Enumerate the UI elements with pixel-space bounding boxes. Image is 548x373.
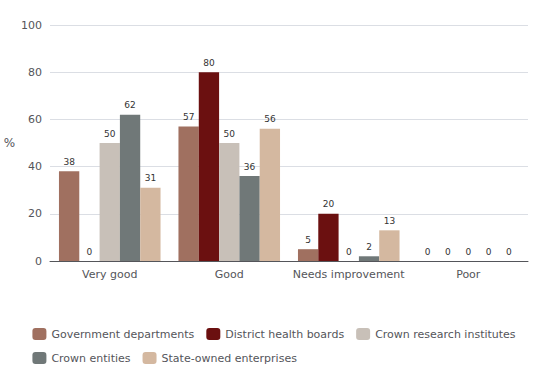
svg-text:Very good: Very good xyxy=(82,268,137,281)
svg-text:100: 100 xyxy=(21,19,42,32)
svg-text:0: 0 xyxy=(465,247,471,257)
svg-text:0: 0 xyxy=(35,255,42,268)
svg-text:13: 13 xyxy=(384,216,395,226)
svg-text:0: 0 xyxy=(445,247,451,257)
svg-text:State-owned enterprises: State-owned enterprises xyxy=(162,352,298,365)
svg-text:5: 5 xyxy=(305,235,311,245)
svg-text:50: 50 xyxy=(104,129,116,139)
svg-text:80: 80 xyxy=(28,66,42,79)
svg-text:80: 80 xyxy=(203,58,215,68)
svg-text:Good: Good xyxy=(215,268,244,281)
svg-text:Poor: Poor xyxy=(456,268,481,281)
svg-text:0: 0 xyxy=(486,247,492,257)
svg-text:%: % xyxy=(4,136,15,150)
svg-text:56: 56 xyxy=(264,114,276,124)
svg-text:0: 0 xyxy=(506,247,512,257)
svg-text:Government departments: Government departments xyxy=(51,328,194,341)
svg-text:38: 38 xyxy=(63,157,75,167)
svg-text:Crown entities: Crown entities xyxy=(51,352,130,365)
svg-text:2: 2 xyxy=(366,242,372,252)
svg-text:31: 31 xyxy=(145,173,156,183)
svg-text:20: 20 xyxy=(28,207,42,220)
svg-text:40: 40 xyxy=(28,160,42,173)
svg-text:District health boards: District health boards xyxy=(225,328,344,341)
svg-text:57: 57 xyxy=(183,112,194,122)
svg-text:Needs improvement: Needs improvement xyxy=(293,268,405,281)
svg-text:Crown research institutes: Crown research institutes xyxy=(375,328,516,341)
svg-text:0: 0 xyxy=(87,247,93,257)
svg-text:20: 20 xyxy=(323,199,335,209)
svg-text:62: 62 xyxy=(124,100,135,110)
svg-text:36: 36 xyxy=(244,162,256,172)
svg-text:0: 0 xyxy=(425,247,431,257)
svg-text:60: 60 xyxy=(28,113,42,126)
svg-text:50: 50 xyxy=(224,129,236,139)
svg-text:0: 0 xyxy=(346,247,352,257)
